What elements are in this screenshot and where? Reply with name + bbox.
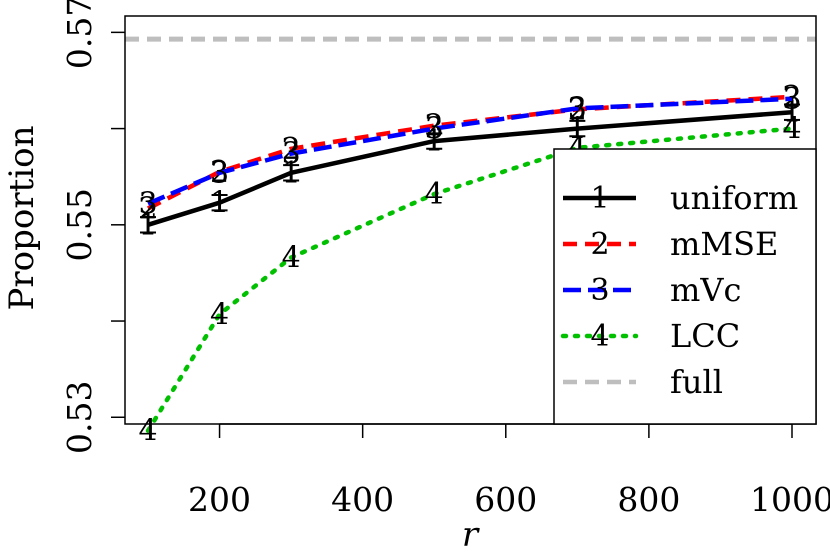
data-point-marker: 2 <box>425 109 444 144</box>
data-point-marker: 1 <box>782 95 801 130</box>
data-point-marker: 3 <box>568 91 587 126</box>
legend-label: mVc <box>670 271 741 309</box>
legend-item-full: full <box>563 363 723 401</box>
x-tick-label: 400 <box>331 480 394 519</box>
y-tick-label: 0.55 <box>60 188 99 261</box>
x-tick-label: 800 <box>617 480 680 519</box>
x-tick-label: 600 <box>474 480 537 519</box>
legend-label: full <box>670 363 723 401</box>
y-axis-label: Proportion <box>2 126 42 311</box>
legend-marker: 2 <box>590 227 609 262</box>
legend-label: uniform <box>670 179 798 217</box>
data-point-marker: 3 <box>138 187 157 222</box>
legend-box <box>553 148 817 425</box>
data-point-marker: 1 <box>210 186 229 221</box>
legend-item-mVc: 3 mVc <box>563 271 741 309</box>
data-point-marker: 1 <box>425 124 444 159</box>
y-tick-label: 0.53 <box>60 381 99 454</box>
x-axis: 200 400 600 800 1000 <box>188 423 830 519</box>
series-line-mVc <box>147 96 793 206</box>
data-point-marker: 1 <box>568 112 587 147</box>
data-point-marker: 1 <box>282 156 301 191</box>
series-LCC: 4 4 4 4 4 4 <box>138 112 801 449</box>
legend-item-uniform: 1 uniform <box>563 179 798 217</box>
legend: 1 uniform 2 mMSE 3 mVc 4 LCC full <box>553 148 817 425</box>
data-point-marker: 2 <box>782 80 801 115</box>
data-point-marker: 4 <box>282 241 301 276</box>
legend-marker: 1 <box>590 181 609 216</box>
y-axis: 0.53 0.55 0.57 <box>60 0 125 454</box>
data-point-marker: 4 <box>425 177 444 212</box>
series-group: 111111222222333333444444 <box>138 80 801 449</box>
x-tick-label: 200 <box>188 480 251 519</box>
legend-marker: 3 <box>590 273 609 308</box>
series-line-uniform <box>147 109 793 227</box>
data-point-marker: 2 <box>282 132 301 167</box>
series-mVc: 3 3 3 3 3 3 <box>138 82 801 222</box>
data-point-marker: 3 <box>210 156 229 191</box>
legend-item-LCC: 4 LCC <box>560 317 740 355</box>
data-point-marker: 1 <box>138 208 157 243</box>
data-point-marker: 3 <box>782 82 801 117</box>
legend-label: mMSE <box>670 225 778 263</box>
data-point-marker: 3 <box>282 137 301 172</box>
legend-marker: 4 <box>590 319 609 354</box>
data-point-marker: 4 <box>138 414 157 449</box>
data-point-marker: 4 <box>210 297 229 332</box>
x-axis-label: r <box>462 515 480 554</box>
y-tick-label: 0.57 <box>60 0 99 69</box>
data-point-marker: 3 <box>425 112 444 147</box>
legend-label: LCC <box>670 317 740 355</box>
data-point-marker: 4 <box>782 112 801 147</box>
x-tick-label: 1000 <box>750 480 830 519</box>
legend-item-mMSE: 2 mMSE <box>563 225 778 263</box>
